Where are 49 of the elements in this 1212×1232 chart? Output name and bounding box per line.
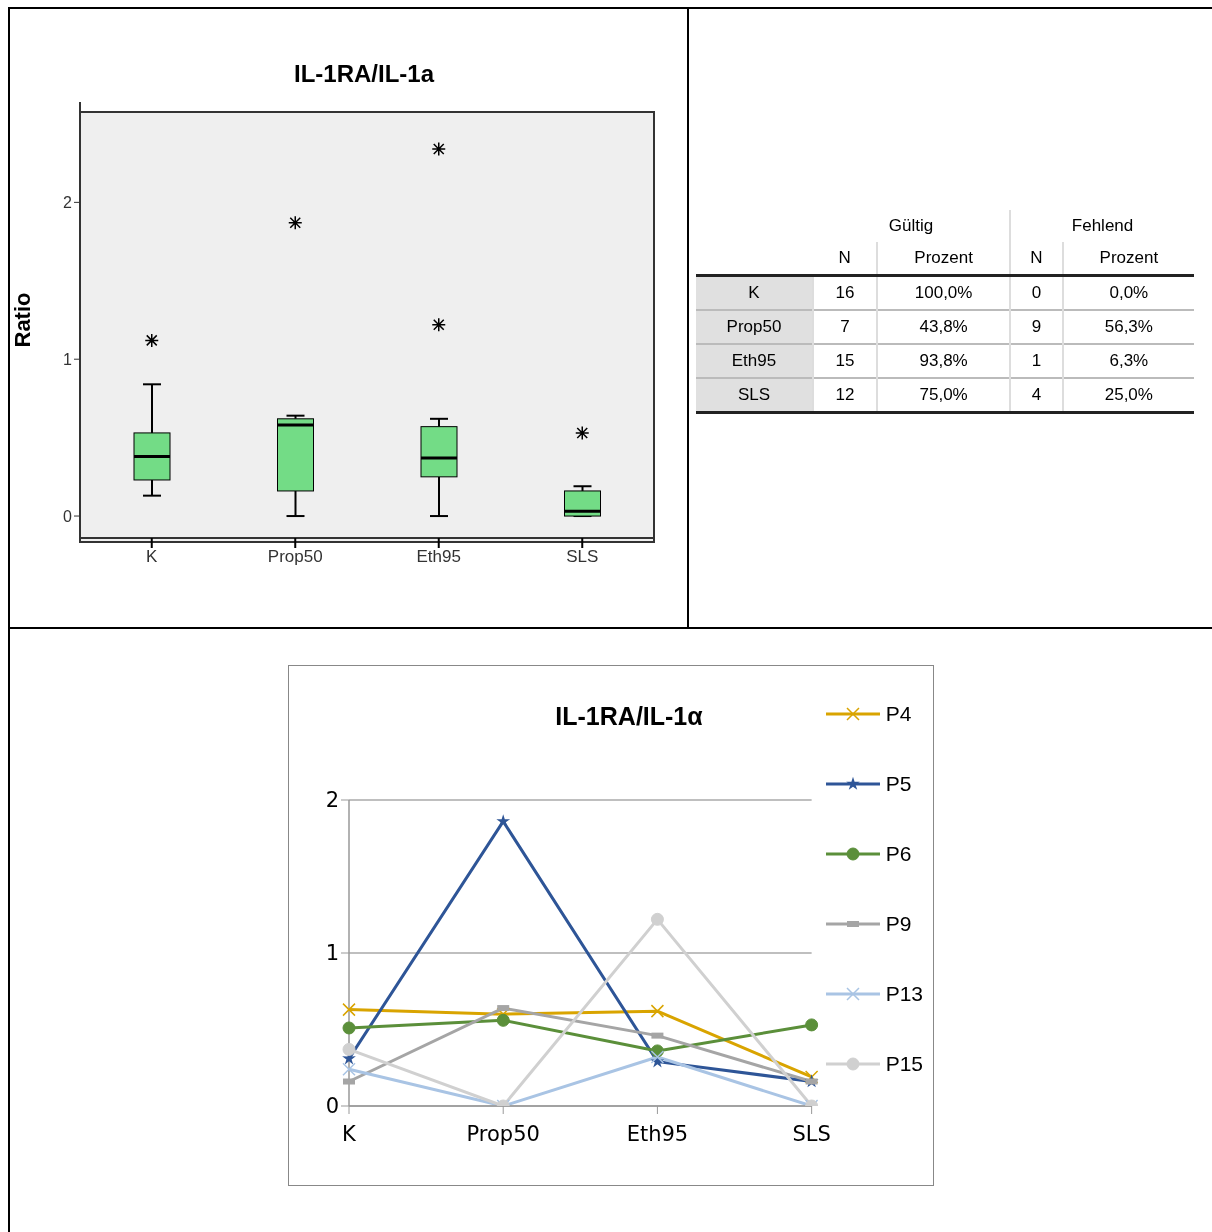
y-tick-label: 0 bbox=[63, 507, 73, 525]
category-label: Prop50 bbox=[696, 310, 813, 344]
legend-label: P5 bbox=[885, 772, 912, 796]
x-tick-label: Eth95 bbox=[416, 547, 461, 567]
data-label: 12 bbox=[813, 378, 878, 413]
y-tick-label: 0 bbox=[325, 1094, 339, 1119]
data-label: 56,3% bbox=[1062, 310, 1194, 344]
category-label: Eth95 bbox=[696, 344, 813, 378]
data-label: 9 bbox=[1010, 310, 1063, 344]
data-label: 93,8% bbox=[877, 344, 1011, 378]
category-label: SLS bbox=[696, 378, 813, 413]
data-label: 43,8% bbox=[877, 310, 1011, 344]
data-label: 4 bbox=[1010, 378, 1063, 413]
text: N bbox=[1010, 242, 1063, 276]
data-label: 6,3% bbox=[1062, 344, 1194, 378]
data-label: 100,0% bbox=[877, 275, 1011, 310]
data-label: 25,0% bbox=[1062, 378, 1194, 413]
y-axis-title: Ratio bbox=[9, 292, 35, 348]
x-tick-label: Prop50 bbox=[466, 1121, 540, 1146]
y-tick-label: 2 bbox=[325, 788, 339, 813]
y-tick-label: 2 bbox=[63, 194, 73, 212]
x-tick-label: K bbox=[342, 1121, 358, 1146]
x-tick-label: SLS bbox=[566, 547, 599, 567]
legend-label: P13 bbox=[885, 982, 923, 1006]
category-label: K bbox=[696, 275, 813, 310]
text: Gültig bbox=[887, 215, 935, 237]
legend-label: P4 bbox=[885, 702, 912, 726]
text: Prozent bbox=[1062, 242, 1194, 276]
x-tick-label: Prop50 bbox=[267, 547, 323, 567]
x-tick-label: Eth95 bbox=[626, 1121, 689, 1146]
data-label: 16 bbox=[813, 275, 878, 310]
legend-label: P6 bbox=[885, 842, 912, 866]
y-tick-label: 1 bbox=[63, 350, 73, 368]
text: Fehlend bbox=[1010, 210, 1194, 242]
legend-label: P15 bbox=[885, 1052, 923, 1076]
data-label: 1 bbox=[1010, 344, 1063, 378]
y-tick-label: 1 bbox=[325, 941, 339, 966]
data-label: 75,0% bbox=[877, 378, 1011, 413]
text: N bbox=[837, 247, 852, 269]
x-tick-label: K bbox=[146, 547, 159, 567]
data-label: 15 bbox=[813, 344, 878, 378]
text: Prozent bbox=[877, 242, 1011, 276]
data-label: 0 bbox=[1010, 275, 1063, 310]
x-tick-label: SLS bbox=[792, 1121, 831, 1146]
data-label: 0,0% bbox=[1062, 275, 1194, 310]
legend-label: P9 bbox=[885, 912, 912, 936]
chart-title: IL-1RA/IL-1α bbox=[555, 702, 703, 730]
data-label: 7 bbox=[813, 310, 878, 344]
chart-title: IL-1RA/IL-1a bbox=[293, 60, 436, 88]
